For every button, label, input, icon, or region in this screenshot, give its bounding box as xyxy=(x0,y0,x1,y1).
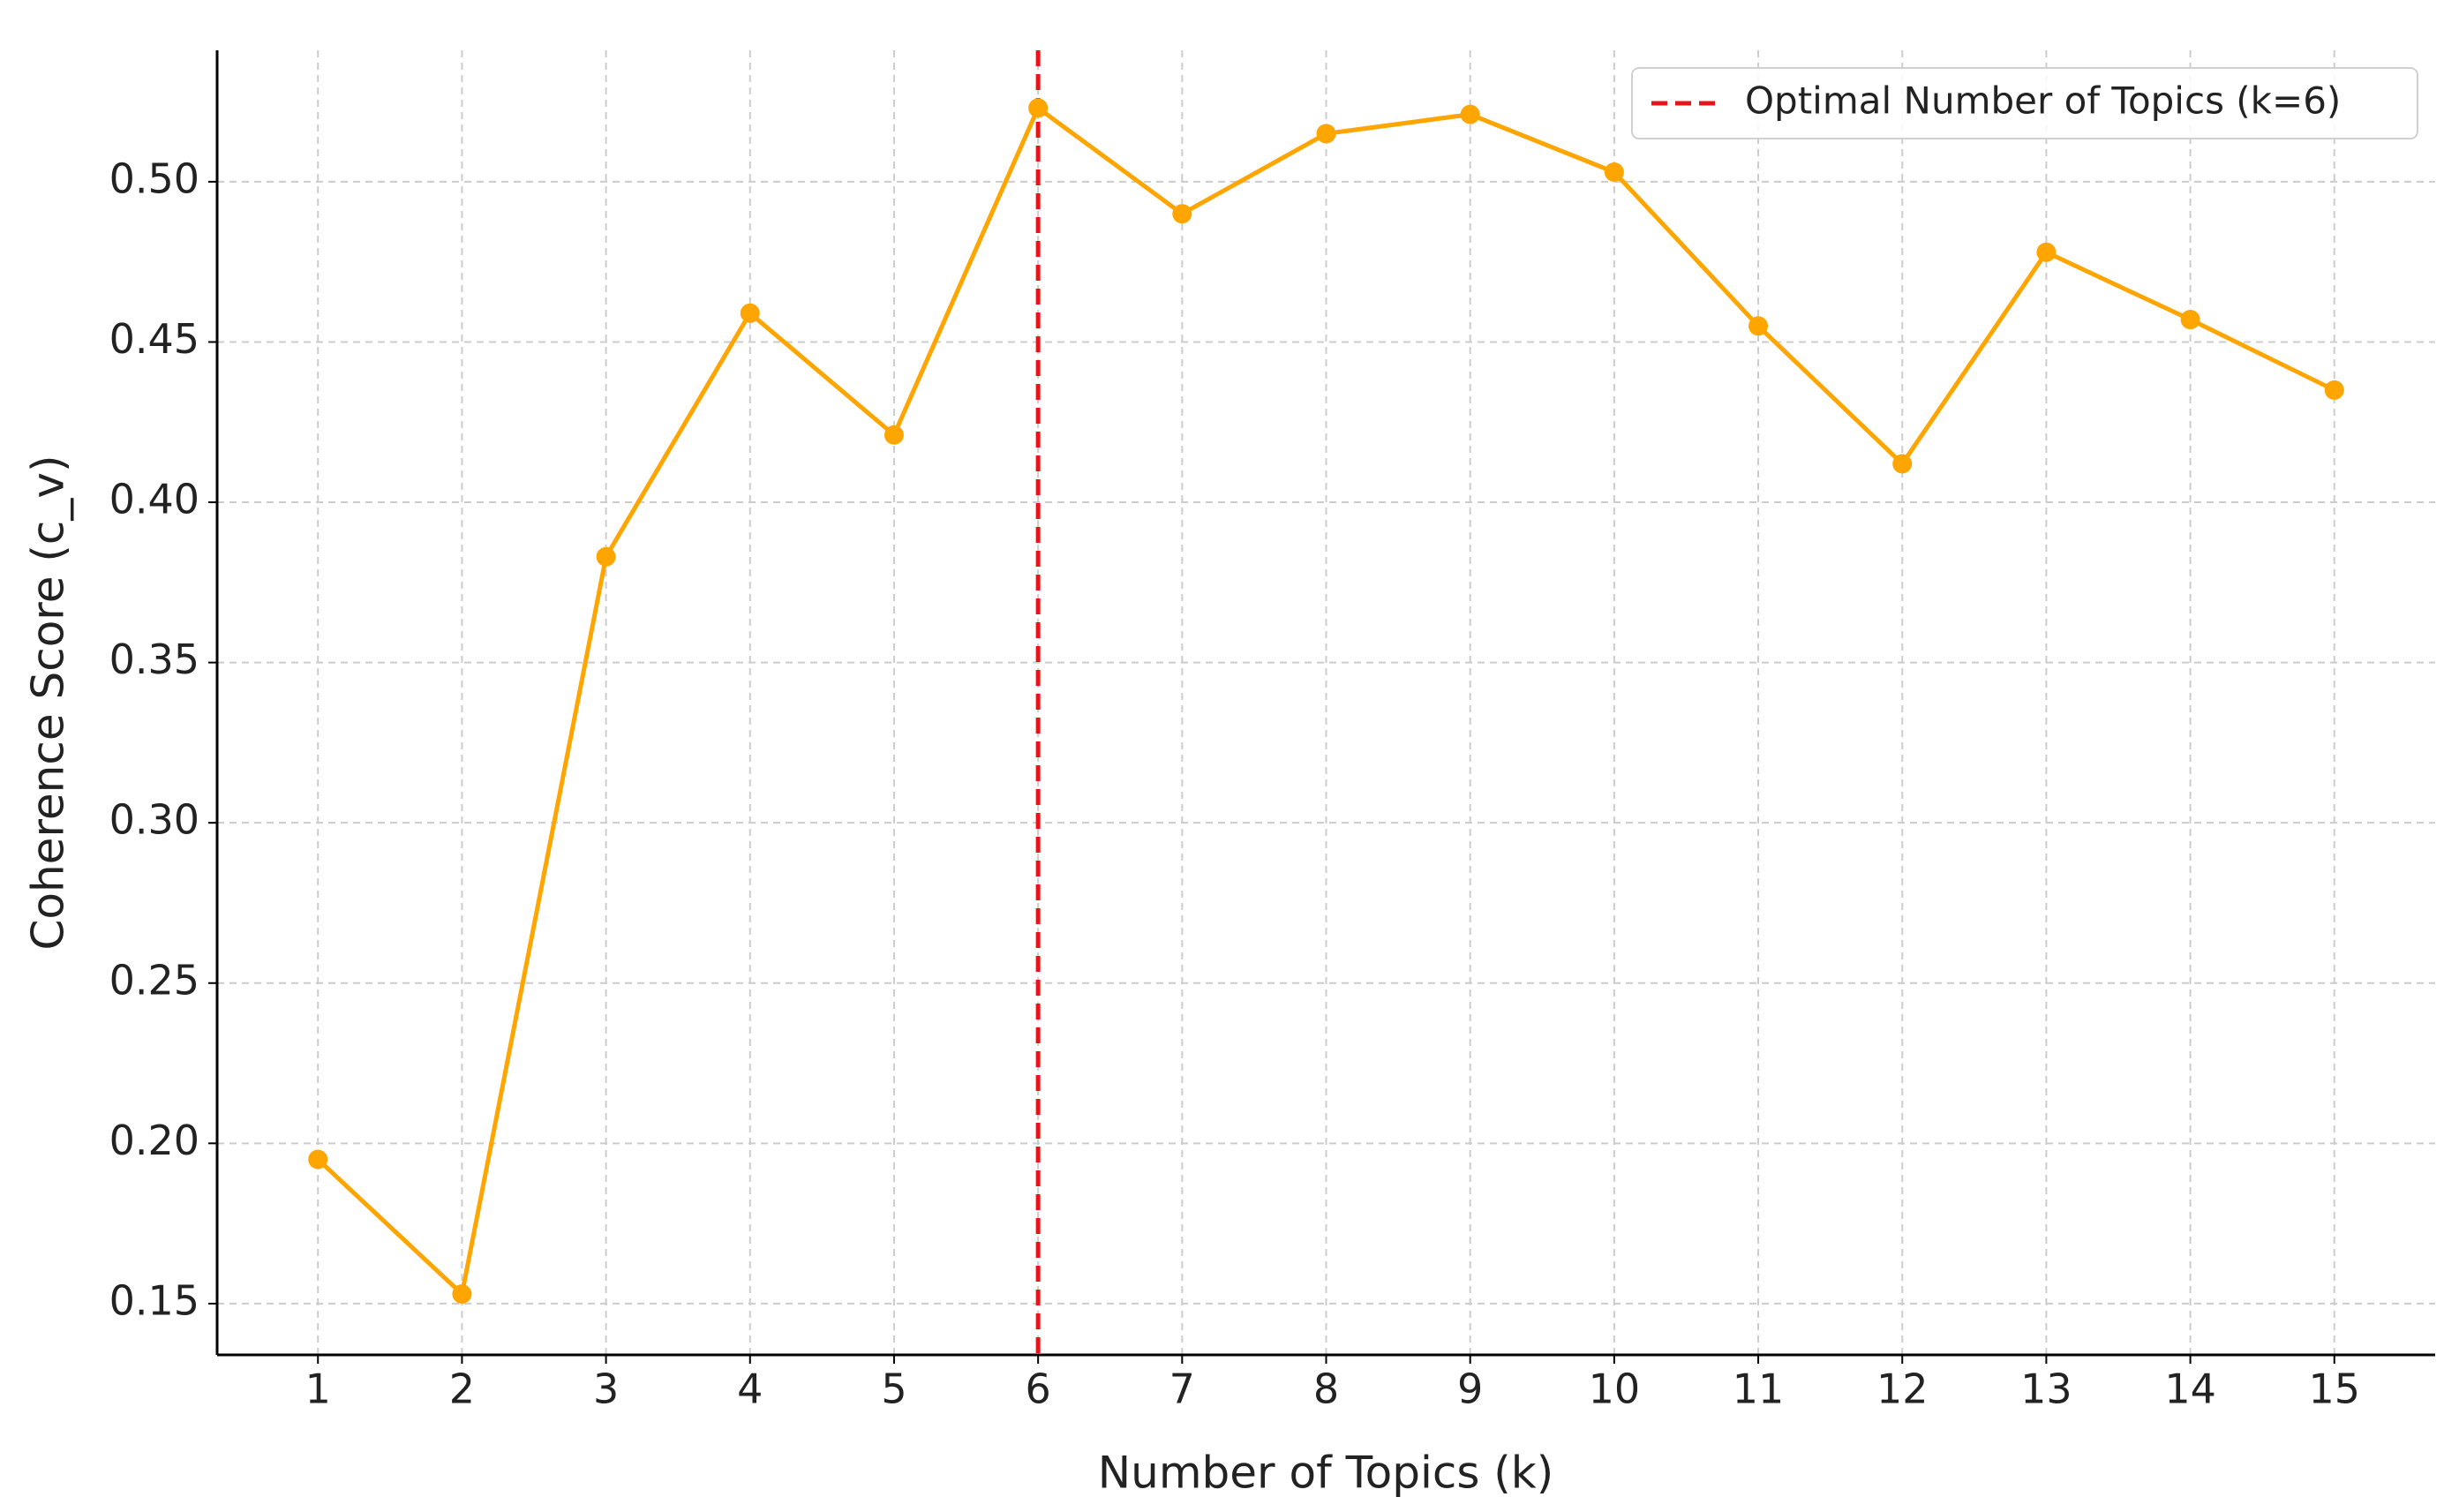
data-point xyxy=(884,425,904,445)
x-tick-label: 9 xyxy=(1457,1365,1483,1413)
y-tick-label: 0.50 xyxy=(109,154,199,202)
y-tick-label: 0.25 xyxy=(109,956,199,1004)
y-tick-label: 0.20 xyxy=(109,1117,199,1164)
x-tick-label: 11 xyxy=(1733,1365,1785,1413)
y-axis-label: Coherence Score (c_v) xyxy=(23,455,74,950)
data-point xyxy=(308,1149,328,1170)
x-tick-label: 13 xyxy=(2020,1365,2072,1413)
data-point xyxy=(2036,242,2057,262)
data-point xyxy=(2324,380,2344,400)
x-tick-label: 7 xyxy=(1169,1365,1195,1413)
x-tick-label: 2 xyxy=(449,1365,475,1413)
data-point xyxy=(2180,310,2200,330)
data-point xyxy=(1748,316,1769,336)
data-point xyxy=(740,303,760,323)
data-point xyxy=(596,546,616,567)
x-axis-label: Number of Topics (k) xyxy=(1098,1448,1554,1499)
x-tick-label: 1 xyxy=(305,1365,331,1413)
y-tick-label: 0.35 xyxy=(109,636,199,683)
data-point xyxy=(1460,104,1480,124)
data-point xyxy=(1028,98,1049,118)
x-tick-label: 15 xyxy=(2308,1365,2360,1413)
data-point xyxy=(452,1284,472,1305)
x-tick-label: 12 xyxy=(1876,1365,1929,1413)
data-point xyxy=(1604,162,1624,182)
y-tick-label: 0.30 xyxy=(109,796,199,844)
y-tick-label: 0.15 xyxy=(109,1276,199,1324)
legend-text: Optimal Number of Topics (k=6) xyxy=(1745,79,2341,123)
x-tick-label: 14 xyxy=(2164,1365,2216,1413)
data-point xyxy=(1172,204,1192,224)
data-point xyxy=(1892,454,1913,474)
y-tick-label: 0.45 xyxy=(109,315,199,363)
legend-box xyxy=(1631,67,2418,139)
x-tick-label: 10 xyxy=(1589,1365,1641,1413)
x-tick-label: 3 xyxy=(593,1365,619,1413)
x-tick-label: 5 xyxy=(881,1365,906,1413)
x-tick-label: 6 xyxy=(1025,1365,1050,1413)
x-tick-label: 4 xyxy=(737,1365,763,1413)
y-tick-label: 0.40 xyxy=(109,476,199,523)
x-tick-label: 8 xyxy=(1313,1365,1339,1413)
data-point xyxy=(1316,124,1336,144)
